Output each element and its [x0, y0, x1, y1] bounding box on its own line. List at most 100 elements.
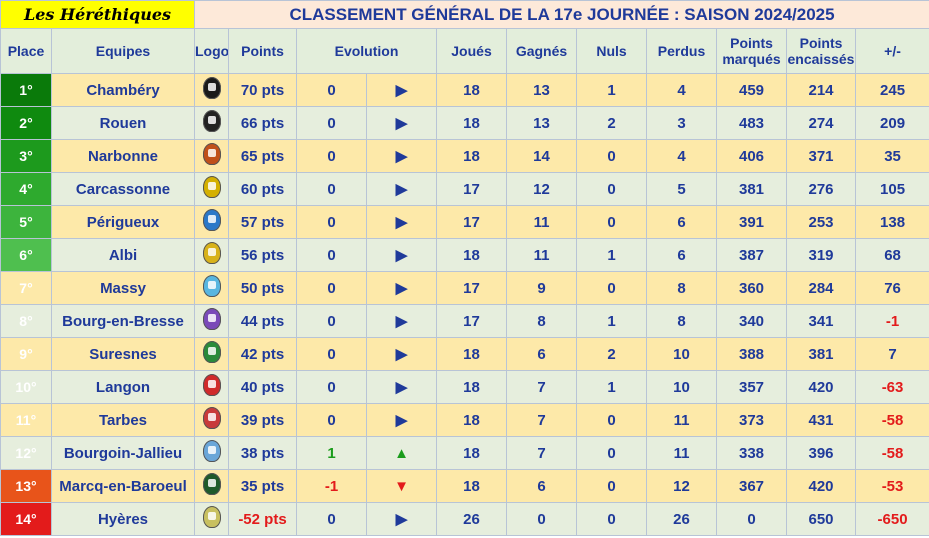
cell-pe: 214 — [786, 73, 856, 107]
cell-joues: 18 — [436, 403, 507, 437]
team-logo-cell — [194, 205, 229, 239]
cell-nuls: 0 — [576, 436, 647, 470]
cell-nuls: 1 — [576, 238, 647, 272]
brand-label: Les Héréthiques — [0, 0, 195, 29]
cell-evol: -1 — [296, 469, 367, 503]
cell-pm: 367 — [716, 469, 787, 503]
cell-perdus: 10 — [646, 337, 717, 371]
evolution-arrow-icon: ▶ — [366, 172, 437, 206]
perigueux-logo-icon — [202, 209, 221, 231]
cell-team: Rouen — [51, 106, 195, 140]
cell-joues: 18 — [436, 337, 507, 371]
cell-diff: -63 — [854, 370, 929, 404]
cell-points: 35 pts — [228, 469, 297, 503]
cell-evol: 0 — [296, 502, 367, 536]
cell-pm: 483 — [716, 106, 787, 140]
cell-evol: 0 — [296, 337, 367, 371]
cell-points: 44 pts — [228, 304, 297, 338]
albi-logo-icon — [202, 242, 221, 264]
team-logo-cell — [194, 304, 229, 338]
team-logo-cell — [194, 337, 229, 371]
evolution-arrow-icon: ▶ — [366, 370, 437, 404]
header-perdus: Perdus — [646, 28, 717, 74]
cell-team: Marcq-en-Baroeul — [51, 469, 195, 503]
cell-pm: 0 — [716, 502, 787, 536]
cell-joues: 18 — [436, 469, 507, 503]
header-evolution: Evolution — [296, 28, 437, 74]
cell-team: Périgueux — [51, 205, 195, 239]
cell-pe: 650 — [786, 502, 856, 536]
cell-diff: -58 — [854, 436, 929, 470]
cell-joues: 26 — [436, 502, 507, 536]
cell-evol: 0 — [296, 370, 367, 404]
cell-evol: 0 — [296, 205, 367, 239]
header-points-marques: Points marqués — [716, 28, 787, 74]
cell-team: Langon — [51, 370, 195, 404]
cell-perdus: 12 — [646, 469, 717, 503]
evolution-arrow-icon: ▼ — [366, 469, 437, 503]
cell-place: 12° — [0, 436, 52, 470]
evolution-arrow-icon: ▶ — [366, 73, 437, 107]
table-row: 14° Hyères -52 pts 0 ▶ 26 0 0 26 0 650 -650 — [0, 502, 929, 536]
cell-diff: -1 — [854, 304, 929, 338]
page-title: CLASSEMENT GÉNÉRAL DE LA 17e JOURNÉE : S… — [193, 0, 929, 29]
team-logo-cell — [194, 139, 229, 173]
cell-joues: 17 — [436, 172, 507, 206]
cell-nuls: 2 — [576, 106, 647, 140]
cell-joues: 17 — [436, 205, 507, 239]
team-logo-cell — [194, 238, 229, 272]
table-row: 11° Tarbes 39 pts 0 ▶ 18 7 0 11 373 431 -58 — [0, 403, 929, 437]
cell-nuls: 1 — [576, 73, 647, 107]
cell-place: 6° — [0, 238, 52, 272]
cell-pe: 420 — [786, 370, 856, 404]
cell-pe: 420 — [786, 469, 856, 503]
cell-diff: 209 — [854, 106, 929, 140]
cell-pm: 459 — [716, 73, 787, 107]
cell-gagnes: 7 — [506, 403, 577, 437]
cell-gagnes: 11 — [506, 238, 577, 272]
cell-diff: 35 — [854, 139, 929, 173]
team-logo-cell — [194, 172, 229, 206]
cell-perdus: 8 — [646, 304, 717, 338]
cell-nuls: 0 — [576, 271, 647, 305]
team-logo-cell — [194, 73, 229, 107]
cell-pm: 373 — [716, 403, 787, 437]
table-row: 2° Rouen 66 pts 0 ▶ 18 13 2 3 483 274 209 — [0, 106, 929, 140]
cell-team: Bourg-en-Bresse — [51, 304, 195, 338]
table-row: 10° Langon 40 pts 0 ▶ 18 7 1 10 357 420 -63 — [0, 370, 929, 404]
table-row: 12° Bourgoin-Jallieu 38 pts 1 ▲ 18 7 0 11 338 396-… — [0, 436, 929, 470]
cell-gagnes: 9 — [506, 271, 577, 305]
cell-pe: 396 — [786, 436, 856, 470]
evolution-arrow-icon: ▶ — [366, 271, 437, 305]
cell-joues: 17 — [436, 271, 507, 305]
cell-team: Narbonne — [51, 139, 195, 173]
cell-place: 8° — [0, 304, 52, 338]
cell-evol: 0 — [296, 73, 367, 107]
cell-team: Tarbes — [51, 403, 195, 437]
cell-nuls: 0 — [576, 172, 647, 206]
cell-diff: -53 — [854, 469, 929, 503]
table-row: 7° Massy 50 pts 0 ▶ 17 9 0 8 360 284 76 — [0, 271, 929, 305]
cell-joues: 18 — [436, 73, 507, 107]
table-row: 3° Narbonne 65 pts 0 ▶ 18 14 0 4 406 371 35 — [0, 139, 929, 173]
table-row: 5° Périgueux 57 pts 0 ▶ 17 11 0 6 391 253 138 — [0, 205, 929, 239]
cell-place: 13° — [0, 469, 52, 503]
cell-evol: 1 — [296, 436, 367, 470]
chambery-logo-icon — [202, 77, 221, 99]
table-row: 8° Bourg-en-Bresse 44 pts 0 ▶ 17 8 1 8 340 341 -1 — [0, 304, 929, 338]
header-joues: Joués — [436, 28, 507, 74]
cell-points: 40 pts — [228, 370, 297, 404]
cell-nuls: 0 — [576, 403, 647, 437]
cell-pm: 357 — [716, 370, 787, 404]
cell-perdus: 26 — [646, 502, 717, 536]
cell-place: 7° — [0, 271, 52, 305]
cell-points: 57 pts — [228, 205, 297, 239]
cell-gagnes: 12 — [506, 172, 577, 206]
cell-perdus: 3 — [646, 106, 717, 140]
cell-place: 10° — [0, 370, 52, 404]
cell-perdus: 11 — [646, 403, 717, 437]
cell-evol: 0 — [296, 403, 367, 437]
cell-team: Hyères — [51, 502, 195, 536]
cell-gagnes: 8 — [506, 304, 577, 338]
